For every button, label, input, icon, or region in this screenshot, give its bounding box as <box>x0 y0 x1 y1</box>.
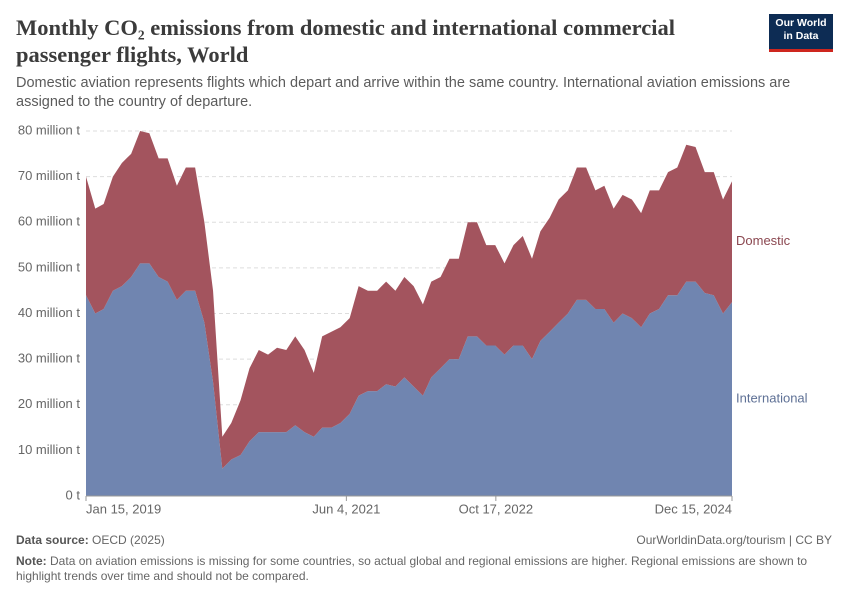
y-tick-label: 0 t <box>66 487 81 502</box>
note-label: Note: <box>16 554 47 568</box>
y-tick-label: 80 million t <box>18 122 81 137</box>
area <box>86 263 732 496</box>
y-tick-label: 50 million t <box>18 259 81 274</box>
title: Monthly CO₂ emissions from domestic and … <box>16 15 675 67</box>
url[interactable]: OurWorldinData.org/tourism | CC BY <box>636 533 832 547</box>
y-tick-label: 30 million t <box>18 351 81 366</box>
logo-line: in Data <box>783 30 819 42</box>
subtitle: Domestic aviation represents flights whi… <box>16 75 791 110</box>
y-tick-label: 60 million t <box>18 214 81 229</box>
x-tick-label: Dec 15, 2024 <box>655 501 732 516</box>
x-tick-label: Jun 4, 2021 <box>312 501 380 516</box>
y-tick-label: 20 million t <box>18 396 81 411</box>
source-label: Data source: <box>16 533 89 547</box>
legend-label: Domestic <box>736 233 791 248</box>
x-tick-label: Jan 15, 2019 <box>86 501 161 516</box>
x-tick-label: Oct 17, 2022 <box>459 501 533 516</box>
note-text: Data on aviation emissions is missing fo… <box>16 554 808 583</box>
y-tick-label: 40 million t <box>18 305 81 320</box>
logo[interactable]: Our World in Data <box>769 14 833 52</box>
y-tick-label: 70 million t <box>18 168 81 183</box>
source: Data source: OECD (2025) <box>16 533 165 547</box>
chart: 0 t 10 million t 20 million t 30 million t 4… <box>18 122 808 516</box>
legend-label: International <box>736 390 808 405</box>
y-tick-label: 10 million t <box>18 442 81 457</box>
area <box>86 131 732 469</box>
logo-line: Our World <box>775 17 827 29</box>
source-text: OECD (2025) <box>92 533 165 547</box>
note: Note: Data on aviation emissions is miss… <box>16 554 816 584</box>
